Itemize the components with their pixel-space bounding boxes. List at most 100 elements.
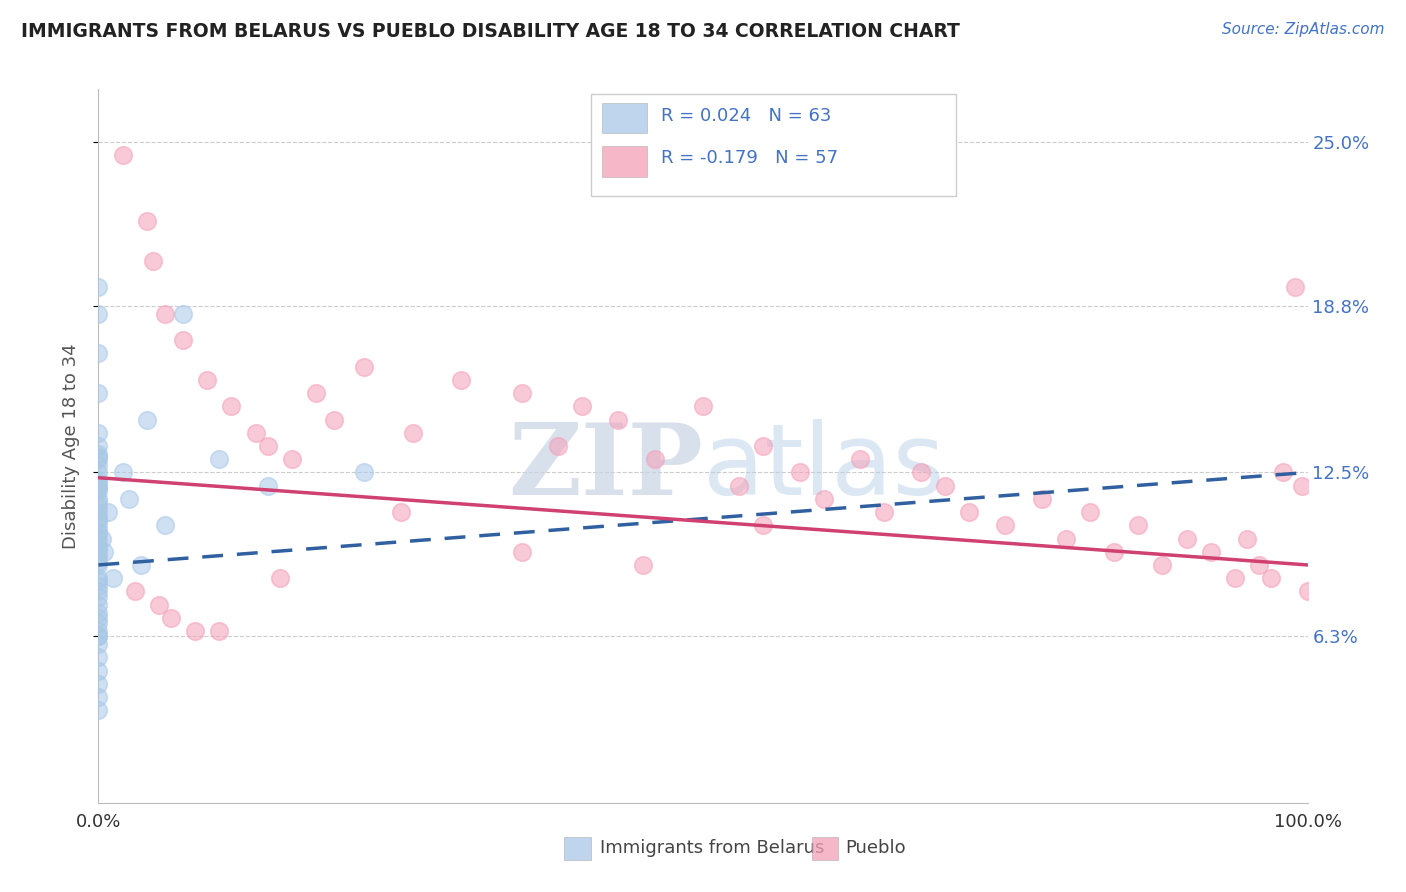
Point — [87, 386, 110, 401]
Point — [124, 584, 146, 599]
Point — [305, 386, 328, 401]
Point — [87, 458, 110, 472]
Point — [450, 373, 472, 387]
Point — [87, 690, 110, 704]
Point — [1102, 545, 1125, 559]
Point — [172, 307, 194, 321]
Point — [547, 439, 569, 453]
Point — [184, 624, 207, 638]
Point — [1296, 584, 1319, 599]
Point — [87, 491, 110, 506]
Text: IMMIGRANTS FROM BELARUS VS PUEBLO DISABILITY AGE 18 TO 34 CORRELATION CHART: IMMIGRANTS FROM BELARUS VS PUEBLO DISABI… — [21, 22, 960, 41]
Point — [1249, 558, 1271, 572]
Point — [87, 629, 110, 643]
Point — [87, 584, 110, 599]
Point — [87, 478, 110, 492]
Point — [87, 532, 110, 546]
Point — [87, 664, 110, 678]
Point — [728, 478, 751, 492]
Point — [849, 452, 872, 467]
Point — [87, 483, 110, 498]
Text: Pueblo: Pueblo — [845, 839, 907, 857]
Point — [135, 412, 157, 426]
Point — [87, 505, 110, 519]
Point — [142, 254, 165, 268]
Point — [87, 513, 110, 527]
Point — [208, 452, 231, 467]
Text: R = 0.024   N = 63: R = 0.024 N = 63 — [661, 107, 831, 125]
Point — [87, 500, 110, 514]
Point — [208, 624, 231, 638]
Point — [87, 524, 110, 538]
Point — [389, 505, 412, 519]
Point — [87, 518, 110, 533]
Point — [87, 611, 110, 625]
Point — [87, 280, 110, 294]
Point — [934, 478, 956, 492]
Point — [510, 386, 533, 401]
Text: Immigrants from Belarus: Immigrants from Belarus — [600, 839, 824, 857]
Point — [87, 637, 110, 651]
Point — [571, 400, 593, 414]
Point — [87, 447, 110, 461]
Point — [1272, 466, 1295, 480]
Point — [87, 450, 110, 464]
Point — [87, 598, 110, 612]
Point — [1054, 532, 1077, 546]
Point — [87, 579, 110, 593]
Point — [87, 542, 110, 557]
Point — [221, 400, 243, 414]
Point — [195, 373, 218, 387]
Point — [87, 475, 110, 490]
Point — [631, 558, 654, 572]
Point — [281, 452, 304, 467]
Point — [353, 359, 375, 374]
Point — [256, 478, 278, 492]
Text: R = -0.179   N = 57: R = -0.179 N = 57 — [661, 149, 838, 167]
Point — [87, 466, 110, 480]
Point — [91, 532, 114, 546]
Point — [1078, 505, 1101, 519]
Point — [752, 439, 775, 453]
Point — [160, 611, 183, 625]
Point — [1236, 532, 1258, 546]
Point — [245, 425, 267, 440]
Point — [118, 491, 141, 506]
Point — [269, 571, 291, 585]
Point — [87, 677, 110, 691]
Point — [87, 571, 110, 585]
Point — [813, 491, 835, 506]
Point — [87, 590, 110, 604]
Point — [135, 214, 157, 228]
Point — [87, 545, 110, 559]
Point — [1031, 491, 1053, 506]
Point — [153, 518, 176, 533]
Point — [323, 412, 346, 426]
Bar — [564, 837, 591, 860]
Point — [752, 518, 775, 533]
Point — [87, 555, 110, 569]
Text: atlas: atlas — [703, 419, 945, 516]
Point — [873, 505, 896, 519]
Point — [256, 439, 278, 453]
Point — [1291, 478, 1313, 492]
Point — [607, 412, 630, 426]
Point — [87, 510, 110, 524]
Point — [1284, 280, 1306, 294]
Point — [87, 452, 110, 467]
Point — [87, 624, 110, 638]
Point — [353, 466, 375, 480]
Point — [87, 574, 110, 588]
Point — [87, 629, 110, 643]
Point — [93, 545, 115, 559]
Point — [87, 537, 110, 551]
Point — [1152, 558, 1174, 572]
Point — [87, 481, 110, 495]
Point — [87, 526, 110, 541]
Point — [957, 505, 980, 519]
Point — [910, 466, 932, 480]
Point — [87, 549, 110, 564]
Point — [1223, 571, 1246, 585]
Point — [101, 571, 124, 585]
Point — [172, 333, 194, 347]
